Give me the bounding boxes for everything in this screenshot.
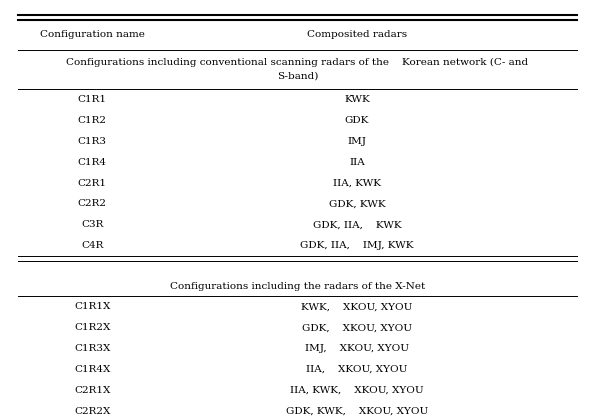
Text: C1R2: C1R2 xyxy=(78,116,107,125)
Text: C3R: C3R xyxy=(81,220,104,229)
Text: IMJ: IMJ xyxy=(347,137,367,146)
Text: C1R4: C1R4 xyxy=(78,158,107,167)
Text: GDK,    XKOU, XYOU: GDK, XKOU, XYOU xyxy=(302,323,412,332)
Text: GDK: GDK xyxy=(345,116,369,125)
Text: Configurations including the radars of the X-Net: Configurations including the radars of t… xyxy=(170,281,425,291)
Text: KWK,    XKOU, XYOU: KWK, XKOU, XYOU xyxy=(301,302,413,311)
Text: C1R3X: C1R3X xyxy=(74,344,111,353)
Text: IIA, KWK,    XKOU, XYOU: IIA, KWK, XKOU, XYOU xyxy=(290,386,424,395)
Text: C1R1: C1R1 xyxy=(78,95,107,104)
Text: Composited radars: Composited radars xyxy=(307,30,407,39)
Text: C1R3: C1R3 xyxy=(78,137,107,146)
Text: GDK, KWK: GDK, KWK xyxy=(328,199,386,208)
Text: GDK, IIA,    KWK: GDK, IIA, KWK xyxy=(313,220,401,229)
Text: C1R2X: C1R2X xyxy=(74,323,111,332)
Text: C2R1: C2R1 xyxy=(78,178,107,188)
Text: C2R2X: C2R2X xyxy=(74,407,111,416)
Text: C2R2: C2R2 xyxy=(78,199,107,208)
Text: C4R: C4R xyxy=(81,241,104,250)
Text: IIA,    XKOU, XYOU: IIA, XKOU, XYOU xyxy=(306,365,408,374)
Text: KWK: KWK xyxy=(344,95,370,104)
Text: C1R4X: C1R4X xyxy=(74,365,111,374)
Text: GDK, KWK,    XKOU, XYOU: GDK, KWK, XKOU, XYOU xyxy=(286,407,428,416)
Text: C2R1X: C2R1X xyxy=(74,386,111,395)
Text: Configuration name: Configuration name xyxy=(40,30,145,39)
Text: IIA, KWK: IIA, KWK xyxy=(333,178,381,188)
Text: S-band): S-band) xyxy=(277,72,318,81)
Text: C1R1X: C1R1X xyxy=(74,302,111,311)
Text: IMJ,    XKOU, XYOU: IMJ, XKOU, XYOU xyxy=(305,344,409,353)
Text: Configurations including conventional scanning radars of the    Korean network (: Configurations including conventional sc… xyxy=(67,58,528,67)
Text: GDK, IIA,    IMJ, KWK: GDK, IIA, IMJ, KWK xyxy=(300,241,414,250)
Text: IIA: IIA xyxy=(349,158,365,167)
